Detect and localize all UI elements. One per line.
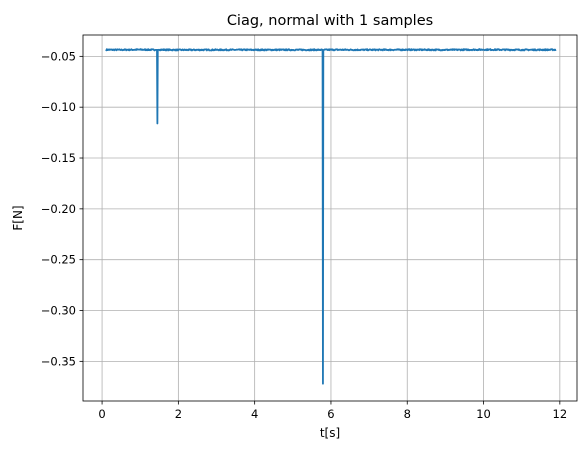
y-axis-label: F[N] xyxy=(11,205,25,230)
x-tick-label: 10 xyxy=(476,407,491,421)
x-tick-label: 6 xyxy=(327,407,334,421)
y-tick-label: −0.35 xyxy=(41,354,76,368)
x-tick-label: 8 xyxy=(404,407,411,421)
y-tick-label: −0.15 xyxy=(41,151,76,165)
y-tick-label: −0.25 xyxy=(41,253,76,267)
x-tick-label: 0 xyxy=(98,407,105,421)
x-axis-label: t[s] xyxy=(320,426,340,440)
y-tick-label: −0.30 xyxy=(41,304,76,318)
x-tick-label: 4 xyxy=(251,407,258,421)
x-tick-label: 2 xyxy=(175,407,182,421)
chart-title: Ciag, normal with 1 samples xyxy=(227,13,433,29)
y-tick-label: −0.10 xyxy=(41,100,76,114)
y-tick-label: −0.20 xyxy=(41,202,76,216)
x-tick-label: 12 xyxy=(553,407,568,421)
y-tick-label: −0.05 xyxy=(41,49,76,63)
